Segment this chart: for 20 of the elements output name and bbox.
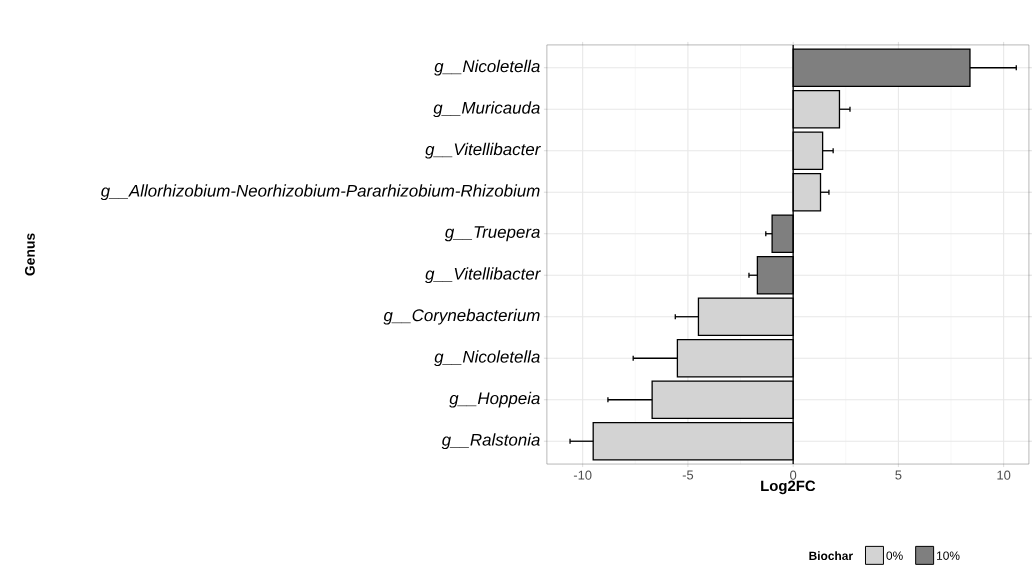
- y-tick-label: g__Truepera: [444, 226, 540, 242]
- y-tick-label: g__Muricauda: [433, 101, 540, 118]
- y-tick-label: g__Nicoletella: [434, 59, 540, 76]
- y-tick-label: g__Vitellibacter: [425, 142, 541, 159]
- x-tick-label: -5: [682, 470, 694, 480]
- legend-title: Biochar: [809, 551, 853, 561]
- legend-label: 10%: [937, 551, 960, 560]
- x-tick-label: 0: [790, 470, 797, 480]
- y-axis-title: Genus: [24, 233, 35, 276]
- y-tick-label: g__Hoppeia: [449, 391, 540, 408]
- x-tick-label: -10: [573, 470, 592, 480]
- y-tick-label: g__Nicoletella: [434, 350, 540, 367]
- y-tick-label: g__Vitellibacter: [425, 267, 541, 284]
- y-tick-label: g__Ralstonia: [441, 433, 540, 450]
- y-tick-label: g__Corynebacterium: [383, 308, 540, 325]
- y-tick-label: g__Allorhizobium-Neorhizobium-Pararhizobium-Rhizobium: [100, 184, 540, 201]
- legend-label: 0%: [886, 551, 903, 560]
- x-tick-label: 5: [895, 470, 902, 480]
- x-axis-title: Log2FC: [761, 480, 816, 495]
- x-tick-label: 10: [997, 470, 1011, 480]
